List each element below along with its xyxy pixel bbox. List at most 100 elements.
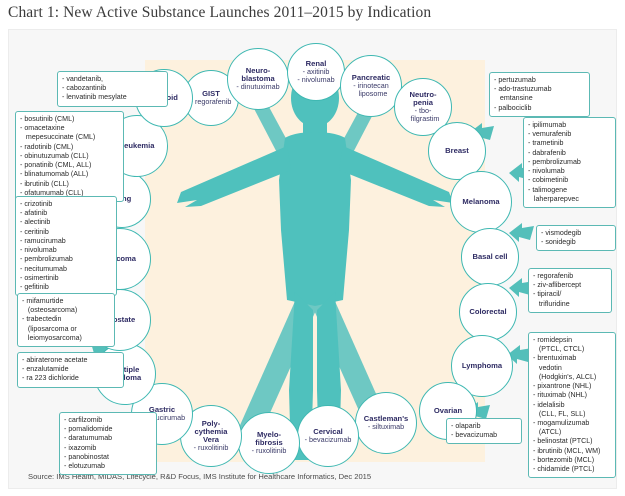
node-melanoma[interactable]: Melanoma (450, 171, 512, 233)
drug-item: - ado-trastuzumab (494, 85, 552, 94)
drug-item: - elotuzumab (64, 462, 106, 471)
drug-item: - ixazomib (64, 443, 97, 452)
chart-panel: GIST - regorafenib Neuro-blastoma - dinu… (8, 29, 617, 489)
drug-box-lymphoma: - romidepsin (PTCL, CTCL) - brentuximab v… (528, 332, 616, 479)
node-colorectal[interactable]: Colorectal (459, 283, 517, 341)
drug-item: - obinutuzumab (CLL) (20, 151, 89, 160)
drug-item: - carfilzomib (64, 416, 103, 424)
node-drugs: - dinutuximab (236, 82, 280, 92)
drug-list-lung: - crizotinib - afatinib - alectinib - cerit… (20, 200, 112, 292)
drug-item: - abiraterone acetate (22, 356, 88, 364)
node-label: Lymphoma (461, 360, 503, 370)
drug-item: - bortezomib (MCL) (533, 455, 595, 464)
node-label: Prostate (104, 314, 136, 324)
drug-item: mepesuccinate (CML) (20, 133, 96, 142)
drug-item: - pertuzumab (494, 76, 536, 84)
node-drugs: - irinotecan liposome (353, 81, 389, 99)
drug-item: (liposarcoma or (22, 324, 77, 333)
drug-item: - ibrutinib (CLL) (20, 179, 69, 188)
drug-item: - idelalisib (533, 400, 565, 409)
drug-item: - brentuximab (533, 354, 577, 363)
node-neutropenia[interactable]: Neutro-penia - tbo- filgrastim (394, 78, 452, 136)
drug-item: - dabrafenib (528, 148, 566, 157)
node-drugs: - ruxolitinib (251, 446, 287, 456)
drug-item: - afatinib (20, 209, 48, 218)
source-note: Source: IMS Health, MIDAS, Lifecycle, R&… (28, 472, 372, 481)
drug-item: - necitumumab (20, 264, 67, 273)
drug-box-colorectal: - regorafenib - ziv-aflibercept - tipiraci… (528, 268, 612, 313)
drug-box-prostate: - abiraterone acetate - enzalutamide - ra … (17, 352, 124, 388)
node-renal[interactable]: Renal - axitinib - nivolumab (287, 43, 345, 101)
drug-item: (CLL, FL, SLL) (533, 409, 586, 418)
node-pancreatic[interactable]: Pancreatic - irinotecan liposome (340, 55, 402, 117)
drug-item: - olaparib (451, 422, 481, 430)
node-label: Myelo-fibrosis (255, 430, 283, 448)
drug-item: - lenvatinib mesylate (62, 93, 127, 102)
node-label: Multiple Myeloma (108, 364, 142, 382)
drug-item: - pixantrone (NHL) (533, 382, 592, 391)
node-drugs: - axitinib - nivolumab (297, 67, 335, 85)
drug-list-sarcoma: - mifamurtide (osteosarcoma) - trabectedi… (22, 297, 110, 343)
drug-item: - osimertinib (20, 273, 59, 282)
node-lymphoma[interactable]: Lymphoma (451, 335, 513, 397)
drug-list-prostate: - abiraterone acetate - enzalutamide - ra … (22, 356, 119, 384)
drug-box-ovarian: - olaparib - bevacizumab (446, 418, 522, 445)
drug-list-thyroid: - vandetanib, - cabozantinib - lenvatinib … (62, 75, 163, 103)
node-label: Cervical (313, 427, 343, 437)
drug-box-multiple-myeloma: - carfilzomib - pomalidomide - daratumumab… (59, 412, 157, 476)
drug-item: - bosutinib (CML) (20, 115, 75, 123)
node-drugs: - ramucirumab (138, 413, 186, 423)
drug-item: vedotin (533, 363, 562, 372)
drug-list-basalcell: - vismodegib - sonidegib (541, 229, 611, 247)
node-label: Gastric (148, 405, 176, 415)
node-label: Castleman's (363, 414, 409, 424)
drug-item: - cobimetinib (528, 176, 569, 185)
drug-item: - vismodegib (541, 229, 582, 237)
drug-item: - vandetanib, (62, 75, 104, 83)
node-breast[interactable]: Breast (428, 122, 486, 180)
node-drugs: - bevacizumab (304, 435, 352, 445)
node-castlemans[interactable]: Castleman's - siltuximab (355, 392, 417, 454)
drug-item: - radotinib (CML) (20, 142, 74, 151)
drug-item: - panobinostat (64, 452, 109, 461)
drug-item: trifluridine (533, 299, 570, 308)
node-myelofibrosis[interactable]: Myelo-fibrosis - ruxolitinib (238, 412, 300, 474)
drug-item: (osteosarcoma) (22, 306, 78, 315)
node-neuroblastoma[interactable]: Neuro-blastoma - dinutuximab (227, 48, 289, 110)
node-label: Breast (445, 145, 469, 155)
node-label: Basal cell (472, 251, 508, 261)
drug-item: - sonidegib (541, 238, 576, 247)
drug-item: - ipilimumab (528, 121, 567, 129)
drug-list-melanoma: - ipilimumab - vemurafenib - trametinib - d… (528, 121, 611, 204)
drug-item: (Hodgkin's, ALCL) (533, 372, 597, 381)
drug-box-basal-cell: - vismodegib - sonidegib (536, 225, 616, 252)
drug-item: - ibrutinib (MCL, WM) (533, 446, 601, 455)
drug-list-ovarian: - olaparib - bevacizumab (451, 422, 517, 440)
drug-item: - mifamurtide (22, 297, 64, 305)
drug-item: - ziv-aflibercept (533, 281, 582, 290)
drug-item: - ofatumumab (CLL) (20, 188, 84, 197)
node-cervical[interactable]: Cervical - bevacizumab (297, 405, 359, 467)
node-drugs: - tbo- filgrastim (406, 106, 440, 124)
drug-list-colorectal: - regorafenib - ziv-aflibercept - tipiraci… (533, 272, 607, 309)
drug-item: - belinostat (PTCL) (533, 437, 593, 446)
node-label: GIST (202, 89, 220, 99)
node-drugs: - ruxolitinib (193, 443, 229, 453)
node-basal-cell[interactable]: Basal cell (461, 228, 519, 286)
drug-item: laherparepvec (528, 194, 579, 203)
drug-item: - chidamide (PTCL) (533, 465, 595, 474)
drug-item: - mogamulizumab (533, 418, 590, 427)
drug-list-breast: - pertuzumab - ado-trastuzumab emtansine -… (494, 76, 585, 113)
node-drugs: - siltuximab (367, 422, 405, 432)
drug-box-thyroid: - vandetanib, - cabozantinib - lenvatinib … (57, 71, 168, 107)
drug-item: emtansine (494, 94, 533, 103)
drug-box-breast: - pertuzumab - ado-trastuzumab emtansine -… (489, 72, 590, 117)
node-label: Melanoma (462, 196, 500, 206)
page-title: Chart 1: New Active Substance Launches 2… (8, 4, 432, 21)
drug-item: (PTCL, CTCL) (533, 345, 585, 354)
drug-item: - bevacizumab (451, 431, 498, 440)
drug-item: - enzalutamide (22, 365, 69, 374)
drug-box-lung: - crizotinib - afatinib - alectinib - cerit… (15, 196, 117, 297)
drug-item: - cabozantinib (62, 84, 107, 93)
drug-item: - trabectedin (22, 315, 62, 324)
